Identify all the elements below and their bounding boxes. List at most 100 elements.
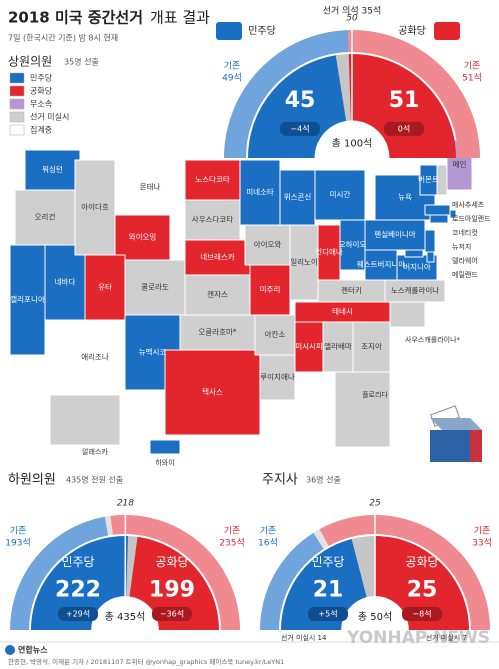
- rep-change: 0석: [398, 123, 410, 133]
- state-label: 뉴저지: [452, 242, 471, 251]
- state-label: 하와이: [155, 458, 174, 467]
- state-label: 미네소타: [246, 188, 274, 197]
- state: [149, 439, 181, 455]
- legend-swatch: [9, 98, 25, 110]
- state: [389, 301, 426, 328]
- dem-change: +5석: [318, 609, 337, 619]
- dem-prior-label: 49석: [222, 72, 242, 83]
- state: [44, 244, 86, 321]
- state: [279, 169, 316, 226]
- rep-prior-caption: 기존: [464, 60, 481, 71]
- state-label: 아이다호: [81, 202, 109, 212]
- legend-label: 집계중: [30, 125, 52, 135]
- state-label: 네브래스카: [200, 253, 235, 262]
- prior-dem: [260, 532, 324, 630]
- dem-prior-caption: 기존: [260, 526, 277, 537]
- state: [424, 229, 436, 253]
- state-label: 캘리포니아: [10, 294, 45, 304]
- center-circle: [314, 120, 390, 158]
- state: [184, 274, 251, 316]
- rep-seats: 25: [407, 578, 438, 603]
- state-label: 미시시피: [295, 342, 323, 351]
- state-label: 펜실베이니아: [374, 229, 415, 239]
- credits: 한종현, 박영석, 이재윤 기자 / 20181107 트위터 @yonhap_…: [8, 657, 284, 666]
- state: [352, 321, 391, 373]
- senate-title: 상원의원: [8, 55, 52, 69]
- title-rest: 개표 결과: [150, 9, 210, 27]
- state: [424, 204, 451, 216]
- legend-label: 민주당: [30, 73, 53, 83]
- state: [179, 314, 256, 351]
- legend-swatch: [9, 72, 25, 84]
- state: [84, 254, 126, 321]
- state-label: 텍사스: [202, 387, 223, 397]
- state-label: 테네시: [332, 307, 353, 316]
- total-label: 총 435석: [105, 611, 146, 623]
- state: [449, 209, 457, 219]
- senate-dem-name: 민주당: [248, 25, 276, 37]
- legend-swatch: [9, 124, 25, 136]
- state: [404, 249, 424, 258]
- state-label: 플로리다: [362, 390, 388, 399]
- rep-seats: 51: [389, 88, 420, 113]
- state-label: 웨스트버지니아: [357, 259, 405, 269]
- state-label: 사우스다코타: [192, 215, 233, 224]
- state: [9, 244, 46, 356]
- state-label: 몬태나: [140, 183, 161, 192]
- rep-prior-label: 51석: [462, 72, 482, 83]
- state: [124, 259, 186, 316]
- state-label: 델라웨어: [452, 256, 478, 265]
- legend-swatch: [9, 85, 25, 97]
- dem-change-box: [280, 121, 320, 136]
- state-label: 오클라호마*: [198, 328, 236, 337]
- prior-dem: [10, 516, 109, 630]
- state-label: 매사추세츠: [452, 200, 485, 209]
- total-label: 총 50석: [358, 611, 392, 623]
- rep-change: −36석: [160, 609, 184, 619]
- state: [244, 224, 291, 266]
- governor-note: 36명 선출: [306, 475, 341, 485]
- dem-change: −4석: [290, 123, 309, 133]
- prior-rep: [347, 30, 480, 158]
- total-label: 총 100석: [332, 137, 373, 149]
- state-label: 노스다코타: [195, 175, 230, 184]
- state-label: 유타: [98, 283, 112, 292]
- legend-swatch: [9, 111, 25, 123]
- state: [114, 214, 171, 261]
- rep-seats: 199: [149, 578, 195, 603]
- state-label: 버지니아: [403, 262, 431, 272]
- dem-name: 민주당: [311, 555, 344, 569]
- house-note: 435명 전원 선출: [66, 475, 123, 485]
- state-label: 와이오밍: [129, 232, 157, 242]
- rep-change: −8석: [412, 609, 431, 619]
- prior-rep: [319, 514, 490, 630]
- state: [429, 214, 449, 224]
- dem-seats: 45: [285, 88, 316, 113]
- senate-rep-name: 공화당: [398, 25, 426, 37]
- state-label: 아칸소: [265, 329, 286, 339]
- prior-dem: [224, 30, 349, 159]
- legend-label: 무소속: [30, 100, 52, 109]
- state-label: 애리조나: [81, 353, 109, 362]
- state-label: 위스콘신: [284, 193, 312, 202]
- state-label: 네바다: [55, 277, 76, 287]
- state-label: 로드아일랜드: [452, 214, 491, 223]
- state-label: 뉴멕시코: [139, 347, 167, 357]
- state: [334, 371, 391, 448]
- senate-note: 35명 선출: [64, 57, 99, 67]
- rep-change-box: [402, 607, 442, 622]
- title: 2018 미국 중간선거: [8, 9, 143, 27]
- dem-prior-caption: 기존: [10, 526, 27, 537]
- dem-seats: 222: [55, 578, 101, 603]
- legend-label: 선거 미실시: [30, 112, 69, 122]
- rep-prior-label: 33석: [472, 538, 492, 549]
- state: [49, 394, 121, 446]
- senate-up-label: 선거 의석 35석: [323, 6, 382, 17]
- state-label: 코네티컷: [452, 228, 478, 237]
- dem-prior-label: 16석: [258, 538, 278, 549]
- state-label: 아이오와: [254, 239, 282, 249]
- state-label: 캔자스: [207, 289, 228, 299]
- rep-change-box: [384, 121, 424, 136]
- state-label: 메인: [453, 159, 467, 169]
